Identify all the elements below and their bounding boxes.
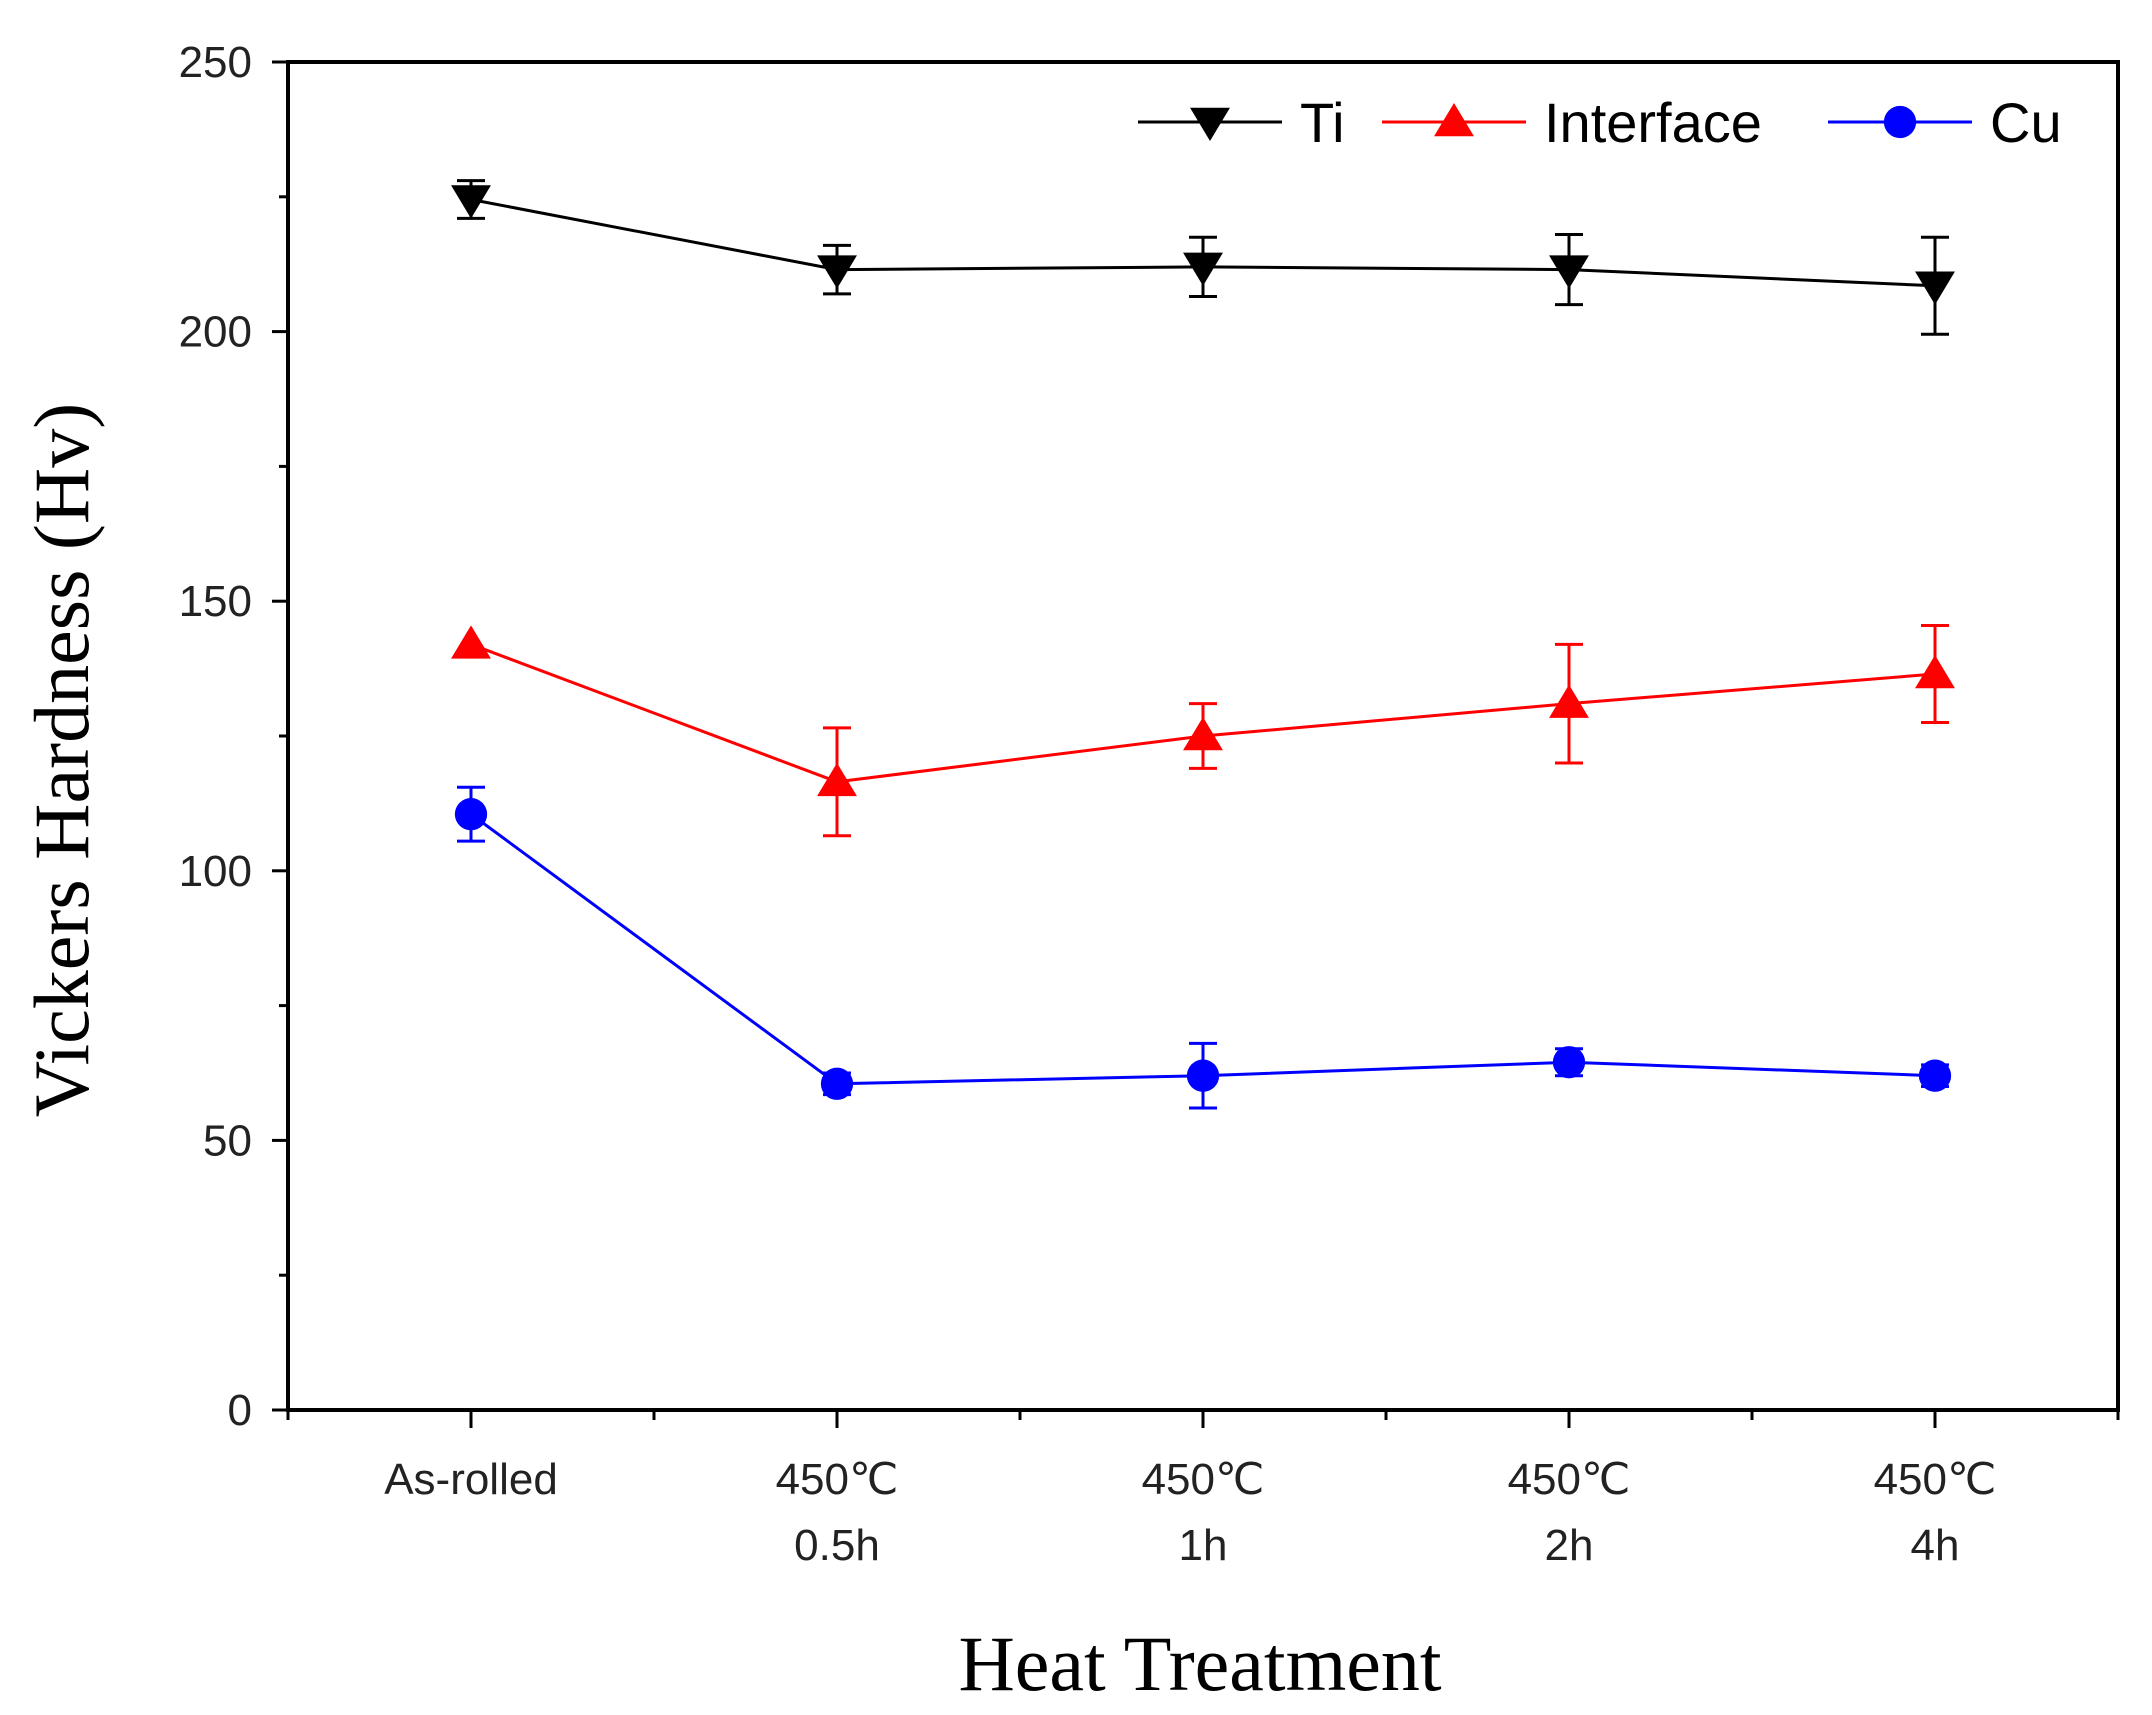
legend-marker-interface bbox=[1434, 103, 1474, 137]
x-tick-label: 450℃ bbox=[1142, 1455, 1265, 1504]
legend-item-ti: Ti bbox=[1138, 91, 1345, 154]
y-axis-title: Vickers Hardness (Hv) bbox=[18, 403, 105, 1117]
y-tick-label: 250 bbox=[179, 38, 252, 87]
y-tick-label: 100 bbox=[179, 847, 252, 896]
series-layer bbox=[451, 179, 1955, 1110]
data-point-cu bbox=[1918, 1059, 1952, 1092]
data-point-ti bbox=[1183, 252, 1223, 286]
data-point-interface bbox=[1915, 654, 1955, 689]
legend-label-cu: Cu bbox=[1990, 91, 2062, 154]
axes-layer: 0 50 100 150 200 250 As-rolled 450℃ 0.5h 450℃ 1h 45… bbox=[179, 38, 2120, 1570]
legend-marker-cu bbox=[1883, 105, 1917, 139]
legend-item-interface: Interface bbox=[1382, 91, 1762, 154]
data-point-interface bbox=[451, 625, 491, 659]
x-tick-label: 450℃ bbox=[1508, 1455, 1631, 1504]
x-tick-label: As-rolled bbox=[384, 1455, 558, 1504]
y-tick-label: 50 bbox=[203, 1116, 252, 1165]
data-point-ti bbox=[1915, 271, 1955, 305]
x-tick-label: 450℃ bbox=[1874, 1455, 1997, 1504]
legend: Ti Interface Cu bbox=[1138, 91, 2062, 154]
series-interface bbox=[451, 623, 1955, 838]
data-point-ti bbox=[451, 185, 491, 219]
data-point-ti bbox=[817, 255, 857, 289]
series-cu bbox=[454, 785, 1952, 1110]
series-ti bbox=[451, 179, 1955, 336]
legend-item-cu: Cu bbox=[1828, 91, 2062, 154]
x-axis-title: Heat Treatment bbox=[958, 1620, 1441, 1707]
x-tick-label: 0.5h bbox=[794, 1521, 880, 1570]
data-point-ti bbox=[1549, 255, 1589, 289]
y-tick-label: 200 bbox=[179, 308, 252, 357]
legend-label-interface: Interface bbox=[1544, 91, 1762, 154]
y-tick-label: 0 bbox=[228, 1386, 252, 1435]
legend-label-ti: Ti bbox=[1300, 91, 1345, 154]
x-tick-label: 2h bbox=[1545, 1521, 1594, 1570]
data-point-interface bbox=[817, 762, 857, 797]
data-point-cu bbox=[454, 798, 488, 831]
legend-marker-ti bbox=[1190, 107, 1230, 141]
x-tick-label: 1h bbox=[1179, 1521, 1228, 1570]
data-point-interface bbox=[1183, 717, 1223, 751]
data-point-interface bbox=[1549, 684, 1589, 718]
x-tick-label: 450℃ bbox=[776, 1455, 899, 1504]
data-point-cu bbox=[820, 1067, 854, 1100]
x-tick-label: 4h bbox=[1911, 1521, 1960, 1570]
y-tick-label: 150 bbox=[179, 577, 252, 626]
data-point-cu bbox=[1186, 1059, 1220, 1092]
data-point-cu bbox=[1552, 1046, 1586, 1079]
